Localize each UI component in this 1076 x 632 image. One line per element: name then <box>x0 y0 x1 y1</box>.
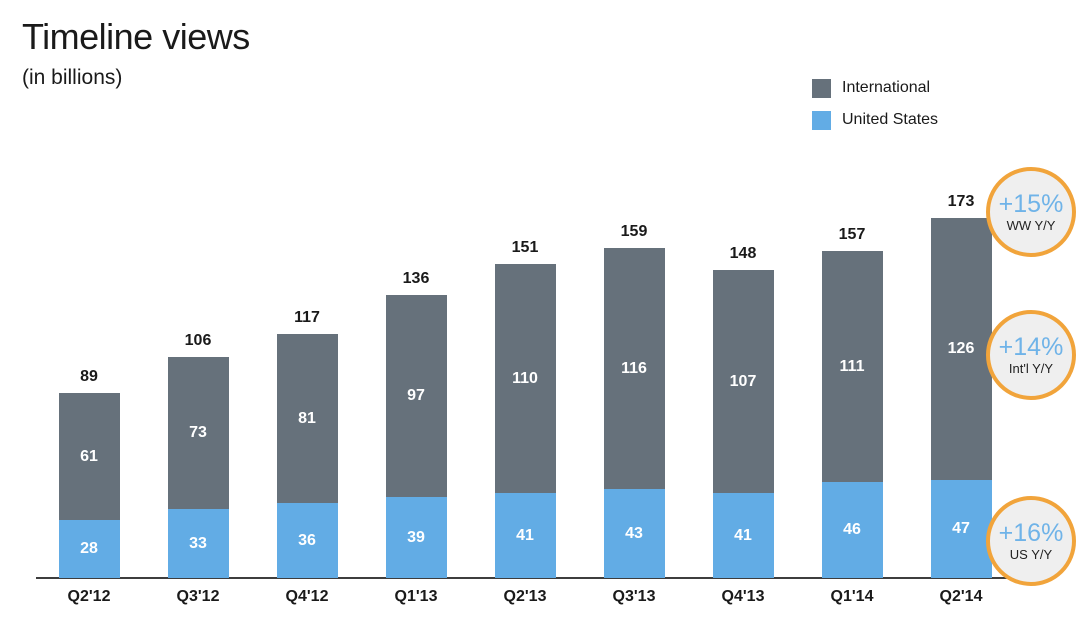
bar-group: 89 61 28 Q2'12 <box>58 0 120 605</box>
bar-segment-international-value: 111 <box>839 357 865 375</box>
bar-segment-international: 110 <box>494 264 556 493</box>
legend-swatch-international <box>812 78 831 98</box>
growth-badge-us-label: US Y/Y <box>1009 547 1053 563</box>
bar-segment-international-value: 73 <box>189 424 207 441</box>
bar-segment-united-states-value: 28 <box>80 540 98 557</box>
bar-total-label: 159 <box>620 223 648 240</box>
bar-total-label: 173 <box>947 193 975 210</box>
bar-segment-international-value: 97 <box>407 387 425 404</box>
bar-segment-international: 111 <box>821 251 883 482</box>
bar-segment-united-states-value: 41 <box>516 526 534 544</box>
bar-group: 151 110 41 Q2'13 <box>494 0 556 605</box>
legend-item-international: International <box>812 78 938 98</box>
bar-segment-united-states: 47 <box>930 480 992 578</box>
growth-badge-intl: +14% Int'l Y/Y <box>986 310 1076 400</box>
bar-segment-united-states-value: 36 <box>298 531 316 549</box>
x-axis-label: Q4'13 <box>721 588 765 605</box>
bar-segment-united-states: 28 <box>58 520 120 578</box>
legend-swatch-united-states <box>812 110 831 130</box>
x-axis-label: Q2'13 <box>503 588 547 605</box>
bar-segment-international: 107 <box>712 270 774 493</box>
x-axis-label: Q2'14 <box>939 588 983 605</box>
bar-segment-united-states-value: 41 <box>734 526 752 544</box>
bar-group: 157 111 46 Q1'14 <box>821 0 883 605</box>
bar-segment-united-states-value: 47 <box>952 520 970 537</box>
bar-total-label: 151 <box>511 239 539 256</box>
bar-segment-united-states: 39 <box>385 497 447 578</box>
x-axis-label: Q4'12 <box>285 588 329 605</box>
bar-segment-international: 97 <box>385 295 447 497</box>
growth-badge-ww: +15% WW Y/Y <box>986 167 1076 257</box>
bar-group: 148 107 41 Q4'13 <box>712 0 774 605</box>
bar-segment-united-states: 36 <box>276 503 338 578</box>
legend-item-united-states: United States <box>812 110 938 130</box>
bar-segment-international-value: 116 <box>621 359 647 377</box>
bar-segment-united-states: 41 <box>494 493 556 578</box>
x-axis-label: Q3'13 <box>612 588 656 605</box>
bar-segment-international: 126 <box>930 218 992 480</box>
bar-segment-international-value: 107 <box>729 372 757 390</box>
chart-title: Timeline views <box>22 16 250 57</box>
bar-segment-united-states-value: 46 <box>843 521 861 538</box>
bar-group: 173 126 47 Q2'14 <box>930 0 992 605</box>
legend: International United States <box>812 78 938 142</box>
bar-group: 106 73 33 Q3'12 <box>167 0 229 605</box>
bar-segment-international: 81 <box>276 334 338 503</box>
x-axis-label: Q1'14 <box>830 588 874 605</box>
x-axis-label: Q3'12 <box>176 588 220 605</box>
growth-badge-intl-value: +14% <box>998 332 1064 361</box>
bar-segment-international: 61 <box>58 393 120 520</box>
bar-total-label: 136 <box>402 270 430 287</box>
growth-badge-intl-label: Int'l Y/Y <box>1008 361 1054 377</box>
growth-badge-us-value: +16% <box>998 518 1064 547</box>
chart-subtitle: (in billions) <box>22 66 123 89</box>
bar-segment-international: 116 <box>603 248 665 489</box>
bar-group: 159 116 43 Q3'13 <box>603 0 665 605</box>
bar-segment-united-states-value: 33 <box>189 534 207 552</box>
bar-segment-united-states: 41 <box>712 493 774 578</box>
bar-group: 136 97 39 Q1'13 <box>385 0 447 605</box>
bar-segment-united-states: 33 <box>167 509 229 578</box>
growth-badge-ww-value: +15% <box>998 189 1064 218</box>
bar-segment-united-states-value: 39 <box>407 528 425 546</box>
bar-segment-international-value: 110 <box>512 369 538 387</box>
bar-segment-united-states-value: 43 <box>625 524 643 542</box>
bar-segment-united-states: 46 <box>821 482 883 578</box>
bar-segment-united-states: 43 <box>603 489 665 578</box>
bar-total-label: 157 <box>838 226 866 243</box>
bar-segment-international-value: 81 <box>298 409 316 427</box>
bar-total-label: 117 <box>294 309 320 326</box>
legend-label-united-states: United States <box>842 111 939 128</box>
bar-total-label: 106 <box>184 332 212 349</box>
bar-segment-international-value: 61 <box>80 447 98 465</box>
x-axis-label: Q1'13 <box>394 588 438 605</box>
bar-group: 117 81 36 Q4'12 <box>276 0 338 605</box>
x-axis-line <box>36 577 1016 579</box>
legend-label-international: International <box>842 79 931 96</box>
growth-badge-us: +16% US Y/Y <box>986 496 1076 586</box>
growth-badge-ww-label: WW Y/Y <box>1006 218 1056 234</box>
bar-segment-international-value: 126 <box>947 340 975 357</box>
x-axis-label: Q2'12 <box>67 588 111 605</box>
bar-segment-international: 73 <box>167 357 229 509</box>
bar-total-label: 148 <box>729 245 757 262</box>
bar-total-label: 89 <box>80 368 98 385</box>
